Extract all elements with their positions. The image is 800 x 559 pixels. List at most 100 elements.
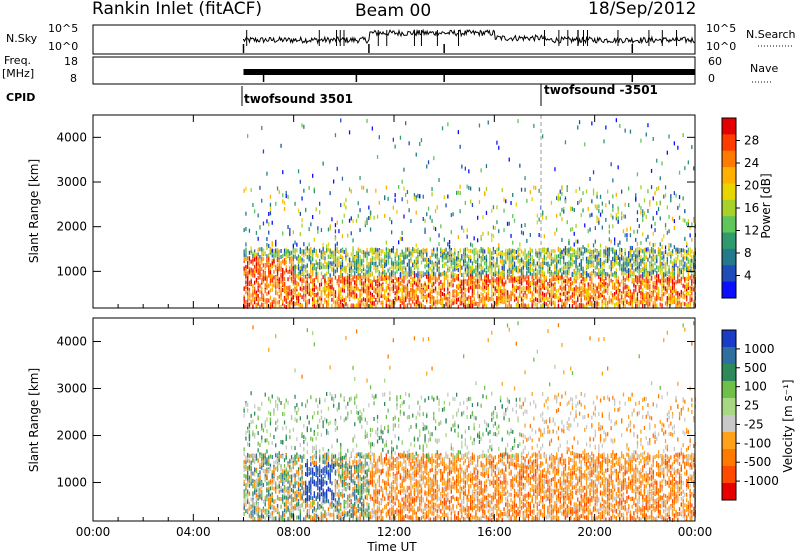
- power-cell: [591, 278, 592, 282]
- power-cell: [381, 249, 382, 253]
- power-cell: [549, 301, 550, 305]
- power-cell: [456, 256, 457, 260]
- power-cell: [298, 260, 299, 264]
- power-cell: [358, 302, 359, 306]
- power-cell: [379, 283, 380, 287]
- power-cell: [600, 251, 601, 255]
- power-cell: [526, 266, 527, 270]
- power-cell: [447, 290, 448, 294]
- power-cell: [303, 242, 304, 246]
- power-cell: [598, 262, 599, 266]
- power-cell: [282, 193, 283, 197]
- cpid-entry-2: twofsound -3501: [544, 83, 658, 97]
- power-cell: [595, 290, 596, 294]
- power-cell: [507, 222, 508, 226]
- power-cell: [337, 242, 338, 246]
- power-cell: [277, 300, 278, 304]
- power-cell: [301, 283, 302, 287]
- freq-unit: [MHz]: [2, 67, 34, 80]
- power-cell: [319, 296, 320, 300]
- power-cell: [519, 263, 520, 267]
- power-cell: [365, 278, 366, 282]
- power-cell: [275, 248, 276, 252]
- power-cell: [252, 274, 253, 278]
- power-cell: [637, 292, 638, 296]
- power-cell: [639, 250, 640, 254]
- power-cell: [461, 297, 462, 301]
- power-cell: [577, 250, 578, 254]
- power-cell: [574, 280, 575, 284]
- power-cell: [451, 213, 452, 217]
- power-cell: [519, 289, 520, 293]
- power-cell: [247, 256, 248, 260]
- power-cell: [340, 118, 341, 122]
- power-cell: [409, 293, 410, 297]
- power-cell: [282, 272, 283, 276]
- power-cell: [595, 284, 596, 288]
- power-cell: [451, 304, 452, 308]
- power-cell: [289, 232, 290, 236]
- power-cell: [258, 262, 259, 266]
- power-cell: [307, 270, 308, 274]
- power-cell: [498, 293, 499, 297]
- power-cell: [539, 290, 540, 294]
- power-cell: [521, 269, 522, 273]
- power-cell: [561, 187, 562, 191]
- power-cell: [428, 285, 429, 289]
- power-cell: [294, 274, 295, 278]
- power-cell: [470, 255, 471, 259]
- power-cell: [581, 286, 582, 290]
- power-cell: [273, 259, 274, 263]
- power-cell: [539, 270, 540, 274]
- power-cell: [605, 246, 606, 250]
- power-cell: [463, 259, 464, 263]
- power-cell: [640, 185, 641, 189]
- power-cell: [423, 255, 424, 259]
- power-cell: [398, 240, 399, 244]
- power-cell: [639, 279, 640, 283]
- power-cell: [324, 287, 325, 291]
- power-cell: [417, 249, 418, 253]
- power-cell: [463, 273, 464, 277]
- power-cell: [452, 283, 453, 287]
- power-cell: [414, 292, 415, 296]
- power-cell: [256, 303, 257, 307]
- power-cell: [268, 265, 269, 269]
- power-cell: [259, 269, 260, 273]
- power-cell: [437, 247, 438, 251]
- power-cell: [245, 242, 246, 246]
- power-cell: [373, 266, 374, 270]
- power-cell: [616, 213, 617, 217]
- power-cell: [305, 247, 306, 251]
- power-cell: [349, 282, 350, 286]
- power-cell: [349, 296, 350, 300]
- power-cell: [282, 170, 283, 174]
- power-cell: [347, 276, 348, 280]
- power-cell: [370, 228, 371, 232]
- power-cell: [447, 256, 448, 260]
- power-cell: [347, 280, 348, 284]
- power-cell: [252, 284, 253, 288]
- power-cell: [547, 297, 548, 301]
- power-cell: [542, 263, 543, 267]
- power-cell: [524, 261, 525, 265]
- power-cell: [289, 252, 290, 256]
- power-cell: [279, 190, 280, 194]
- power-cell: [621, 257, 622, 261]
- power-cell: [640, 211, 641, 215]
- power-cell: [249, 270, 250, 274]
- power-cell: [245, 227, 246, 231]
- power-cell: [618, 293, 619, 297]
- power-cell: [317, 230, 318, 234]
- power-cell: [300, 278, 301, 282]
- power-cell: [595, 296, 596, 300]
- power-cell: [454, 255, 455, 259]
- power-cell: [572, 281, 573, 285]
- power-cell: [430, 293, 431, 297]
- power-cell: [612, 282, 613, 286]
- power-cell: [595, 255, 596, 259]
- power-cell: [265, 252, 266, 256]
- power-cell: [575, 279, 576, 283]
- power-cell: [626, 228, 627, 232]
- power-cell: [312, 257, 313, 261]
